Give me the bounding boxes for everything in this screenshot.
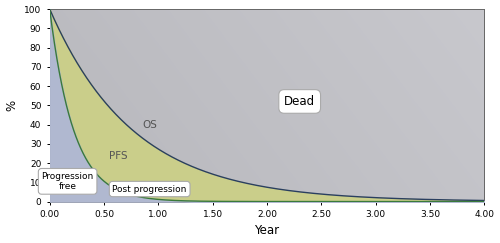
X-axis label: Year: Year — [254, 225, 280, 237]
Text: OS: OS — [142, 120, 157, 130]
Text: Dead: Dead — [284, 95, 315, 108]
Y-axis label: %: % — [6, 100, 18, 111]
Text: PFS: PFS — [110, 151, 128, 161]
Text: Progression
free: Progression free — [42, 172, 94, 191]
Text: Post progression: Post progression — [112, 184, 187, 193]
